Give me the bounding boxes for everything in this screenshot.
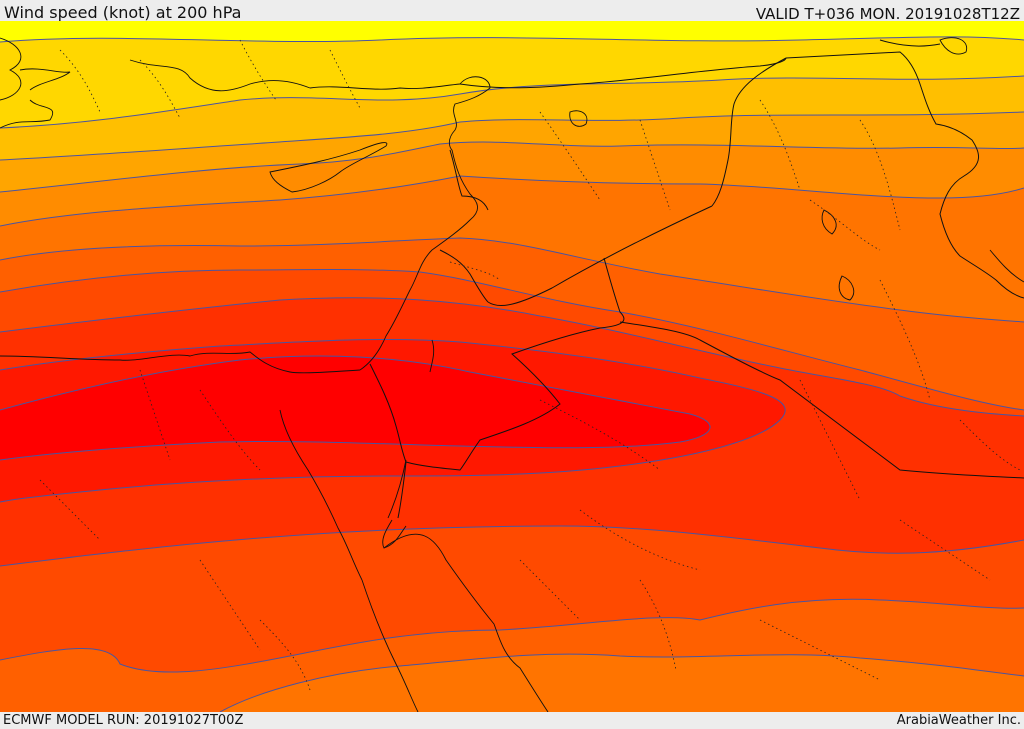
country-borders xyxy=(369,39,1024,519)
map-header: Wind speed (knot) at 200 hPa VALID T+036… xyxy=(0,0,1024,23)
valid-time-label: VALID T+036 MON. 20191028T12Z xyxy=(755,5,1020,23)
province-boundaries xyxy=(39,39,1021,691)
isotach-lines xyxy=(0,36,1024,712)
map-title: Wind speed (knot) at 200 hPa xyxy=(4,3,242,22)
model-run-label: ECMWF MODEL RUN: 20191027T00Z xyxy=(3,713,244,728)
credit-label: ArabiaWeather Inc. xyxy=(896,713,1021,728)
wind-band-10 xyxy=(0,356,711,460)
weather-map xyxy=(0,21,1024,712)
wind-speed-contour-map xyxy=(0,21,1024,712)
coastlines xyxy=(0,37,1024,712)
map-footer: ECMWF MODEL RUN: 20191027T00Z ArabiaWeat… xyxy=(0,712,1024,729)
wind-band-lower-3 xyxy=(220,654,1024,712)
